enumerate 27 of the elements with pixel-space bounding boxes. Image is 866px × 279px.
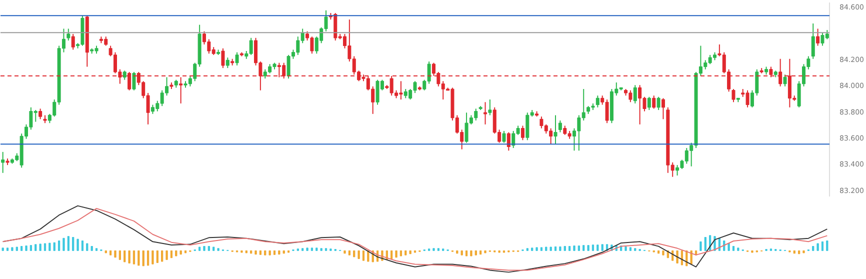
candlestick [811,22,815,60]
candlestick [732,88,736,103]
candlestick [179,76,183,104]
candlestick [554,114,558,145]
candlestick [558,120,562,133]
candlestick [676,164,680,176]
candlestick [596,95,600,108]
candlestick [633,84,637,104]
candlestick [783,74,787,87]
candlestick [656,96,660,110]
candlestick [226,57,230,69]
candlestick [38,108,42,120]
candlestick [506,132,510,152]
candlestick [520,125,524,141]
candlestick [488,99,492,116]
candlestick [122,70,126,80]
candlestick [652,95,656,110]
candlestick [132,71,136,91]
candlestick [816,28,820,46]
candlestick [661,98,665,120]
candlestick [647,96,651,110]
candlestick [1,151,5,174]
candlestick [221,48,225,69]
candlestick [66,28,70,42]
candlestick [235,52,239,66]
candlestick [502,130,506,144]
candlestick [71,33,75,50]
